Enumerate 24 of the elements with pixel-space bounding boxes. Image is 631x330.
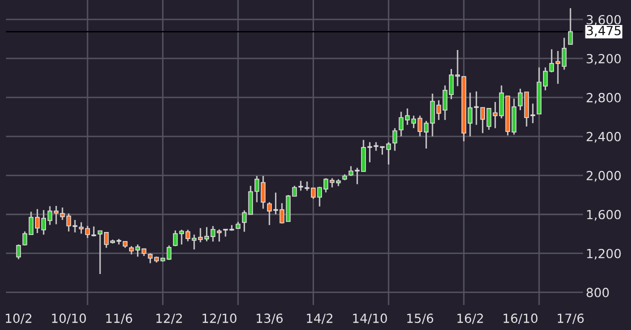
y-tick-label: 1,200 — [587, 248, 621, 260]
candlestick — [260, 175, 266, 210]
x-tick-label: 16/2 — [457, 314, 483, 324]
x-tick-label: 15/6 — [407, 314, 434, 324]
x-tick-label: 10/2 — [6, 314, 32, 324]
y-tick-label: 2,800 — [586, 92, 621, 104]
x-tick-label: 13/6 — [256, 314, 283, 324]
y-tick-label: 2,400 — [586, 132, 621, 143]
candlestick — [392, 127, 398, 152]
x-tick-label: 16/10 — [504, 314, 538, 324]
x-tick-label: 17/6 — [558, 314, 584, 324]
candlestick — [568, 7, 573, 46]
y-tick-label: 3,600 — [586, 14, 621, 26]
x-tick-label: 14/10 — [353, 314, 387, 324]
y-tick-label: 3,200 — [586, 54, 621, 65]
ref-line-label: 3,475 — [586, 26, 621, 37]
x-tick-label: 12/10 — [202, 314, 236, 324]
x-tick-label: 11/6 — [106, 314, 132, 324]
x-tick-label: 14/2 — [306, 314, 332, 324]
y-tick-label: 800 — [586, 288, 609, 298]
y-tick-label: 1,600 — [587, 210, 621, 221]
x-tick-label: 12/2 — [156, 314, 182, 324]
y-tick-label: 2,000 — [586, 170, 621, 182]
x-tick-label: 10/10 — [52, 314, 86, 324]
